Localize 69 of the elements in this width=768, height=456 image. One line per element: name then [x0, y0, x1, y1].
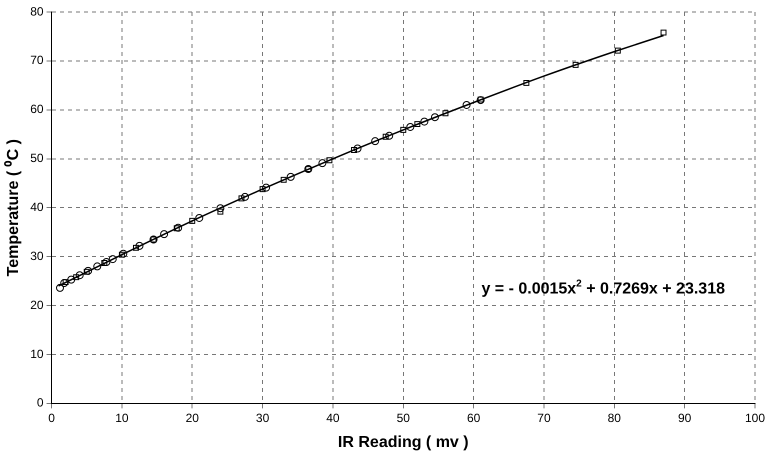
- point: [56, 284, 64, 292]
- x-tick-label: 50: [396, 410, 410, 425]
- point: [135, 242, 144, 250]
- point: [240, 192, 249, 201]
- point: [93, 262, 102, 270]
- point: [326, 157, 332, 164]
- point: [462, 100, 471, 109]
- x-tick-label: 40: [326, 410, 340, 425]
- x-tick-label: 0: [48, 410, 56, 425]
- point: [260, 186, 266, 192]
- point: [84, 268, 90, 275]
- y-tick-label: 10: [30, 346, 44, 361]
- point: [76, 271, 84, 280]
- point: [62, 279, 69, 286]
- y-tick-label: 40: [30, 200, 44, 214]
- point: [385, 132, 394, 140]
- y-tick-label: 0: [36, 396, 44, 410]
- point: [280, 176, 287, 183]
- point: [572, 62, 579, 68]
- point: [442, 110, 448, 116]
- y-tick-label: 50: [30, 151, 44, 166]
- point: [420, 118, 428, 126]
- point: [371, 137, 380, 146]
- point: [118, 252, 125, 258]
- x-tick-label: 20: [186, 410, 200, 425]
- x-tick-label: 70: [537, 410, 551, 425]
- point: [67, 276, 76, 284]
- point: [174, 225, 180, 232]
- y-axis-title: Temperature ( ⁰C ): [4, 139, 22, 276]
- point: [101, 260, 108, 266]
- point: [216, 204, 224, 212]
- point: [430, 113, 439, 122]
- point: [132, 244, 139, 251]
- y-tick-label: 80: [30, 4, 44, 18]
- point: [351, 146, 358, 153]
- point: [262, 184, 270, 192]
- y-tick-label: 20: [30, 298, 44, 312]
- point: [195, 214, 204, 222]
- point: [660, 30, 667, 36]
- x-axis-title: IR Reading ( mv ): [338, 434, 469, 451]
- point: [217, 208, 224, 215]
- point: [414, 121, 420, 128]
- point: [84, 266, 92, 275]
- point: [108, 255, 117, 264]
- point: [286, 172, 295, 181]
- point: [382, 134, 389, 140]
- point: [406, 122, 414, 131]
- point: [102, 258, 110, 266]
- point: [354, 144, 362, 152]
- x-tick-label: 100: [744, 410, 766, 425]
- point: [614, 48, 621, 54]
- x-tick-label: 60: [466, 410, 481, 425]
- point: [73, 274, 80, 280]
- x-tick-label: 80: [608, 410, 622, 425]
- x-tick-label: 10: [115, 410, 129, 425]
- point: [523, 80, 530, 86]
- point: [318, 159, 326, 168]
- point: [174, 224, 182, 232]
- point: [189, 218, 196, 224]
- point: [119, 250, 128, 258]
- x-tick-label: 30: [256, 410, 270, 425]
- point: [160, 230, 168, 238]
- y-tick-label: 60: [30, 102, 44, 116]
- y-tick-label: 70: [30, 53, 44, 68]
- x-tick-label: 90: [678, 410, 692, 425]
- point: [400, 126, 406, 133]
- y-tick-label: 30: [30, 248, 44, 263]
- point: [238, 195, 244, 202]
- point: [60, 279, 68, 288]
